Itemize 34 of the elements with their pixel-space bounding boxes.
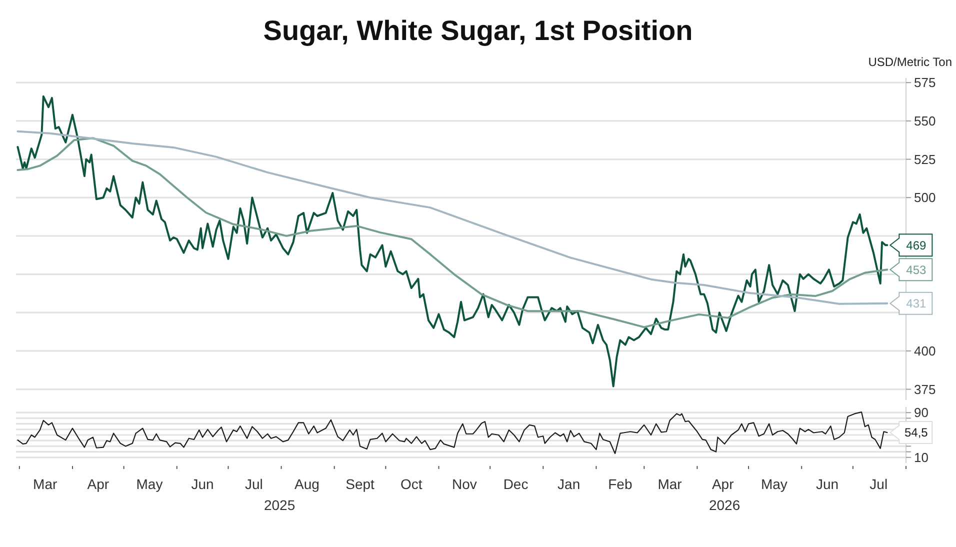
y-tick-label: 400 (914, 343, 936, 358)
x-tick-label: Jul (244, 476, 263, 492)
x-tick-label: May (760, 476, 788, 492)
data-label: 54,5 (904, 426, 928, 440)
y-tick-label: 575 (914, 75, 936, 90)
data-label: 453 (906, 262, 927, 277)
x-tick-label: Aug (294, 476, 320, 492)
x-tick-label: Mar (658, 476, 682, 492)
x-tick-label: Feb (608, 476, 632, 492)
x-tick-label: Jan (558, 476, 580, 492)
x-tick-label: Dec (503, 476, 528, 492)
x-tick-label: Jun (816, 476, 839, 492)
x-tick-label: Nov (452, 476, 477, 492)
x-tick-label: Apr (87, 476, 110, 492)
y-tick-label: 90 (914, 405, 928, 420)
chart-title: Sugar, White Sugar, 1st Position (263, 15, 693, 46)
data-label: 469 (906, 238, 927, 252)
y-tick-label: 10 (914, 450, 928, 465)
y-tick-label: 525 (914, 152, 936, 167)
x-tick-label: Mar (33, 476, 58, 492)
x-tick-label: Apr (712, 476, 734, 492)
y-axis-title: USD/Metric Ton (868, 55, 952, 69)
text: 2026 (709, 497, 740, 513)
line-series (17, 411, 888, 454)
y-tick-label: 550 (914, 113, 936, 128)
y-tick-label: 375 (914, 382, 936, 397)
x-tick-label: May (136, 476, 163, 492)
x-tick-label: Jul (870, 476, 888, 492)
data-label: 431 (906, 296, 927, 311)
x-tick-label: Sept (346, 476, 375, 492)
x-tick-label: Jun (191, 476, 214, 492)
text: 2025 (264, 497, 296, 513)
y-tick-label: 500 (914, 190, 936, 206)
x-tick-label: Oct (400, 476, 422, 492)
